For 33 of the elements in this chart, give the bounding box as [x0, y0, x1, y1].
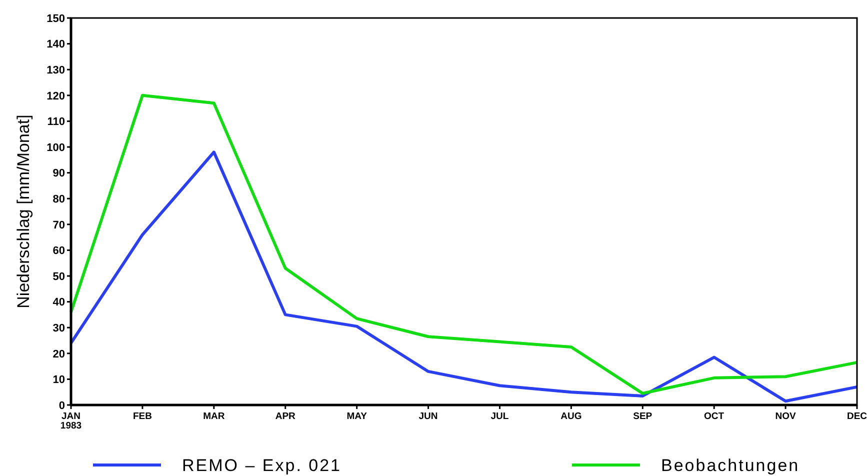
x-tick-label: NOV — [775, 411, 796, 422]
x-tick-label: SEP — [633, 411, 653, 422]
y-tick-label: 30 — [52, 322, 65, 334]
y-tick-label: 80 — [52, 193, 65, 206]
line-series — [70, 150, 858, 403]
y-tick-label: 120 — [46, 90, 65, 102]
y-tick-label: 50 — [52, 270, 65, 283]
y-tick-label: 110 — [47, 116, 65, 128]
x-tick-label: FEB — [132, 411, 152, 422]
x-tick-label: JUL — [490, 411, 509, 422]
y-tick-label: 70 — [52, 219, 65, 232]
x-tick-label: DEC — [846, 411, 867, 422]
x-tick-label: JAN 1983 — [60, 411, 82, 432]
x-tick-label: MAY — [346, 411, 368, 422]
y-tick-label: 10 — [52, 374, 65, 386]
y-tick-label: 150 — [46, 12, 65, 25]
y-tick-label: 130 — [46, 64, 65, 76]
y-axis-title: Niederschlag [mm/Monat] — [14, 114, 33, 308]
y-tick-label: 40 — [52, 296, 65, 309]
legend-label: REMO – Exp. 021 — [182, 456, 342, 475]
x-tick-label: OCT — [704, 411, 724, 422]
line-series — [70, 94, 858, 395]
y-tick-label: 60 — [52, 245, 65, 258]
y-tick-label: 100 — [46, 142, 65, 154]
x-tick-label: APR — [275, 411, 296, 422]
y-tick-label: 20 — [52, 348, 65, 360]
y-tick-label: 90 — [52, 168, 65, 180]
y-tick-label: 0 — [58, 400, 65, 412]
x-tick-label: JUN — [418, 411, 438, 422]
x-tick-label: AUG — [560, 411, 582, 422]
legend-label: Beobachtungen — [661, 456, 800, 475]
y-tick-label: 140 — [46, 38, 65, 51]
x-tick-label: MAR — [203, 411, 225, 422]
